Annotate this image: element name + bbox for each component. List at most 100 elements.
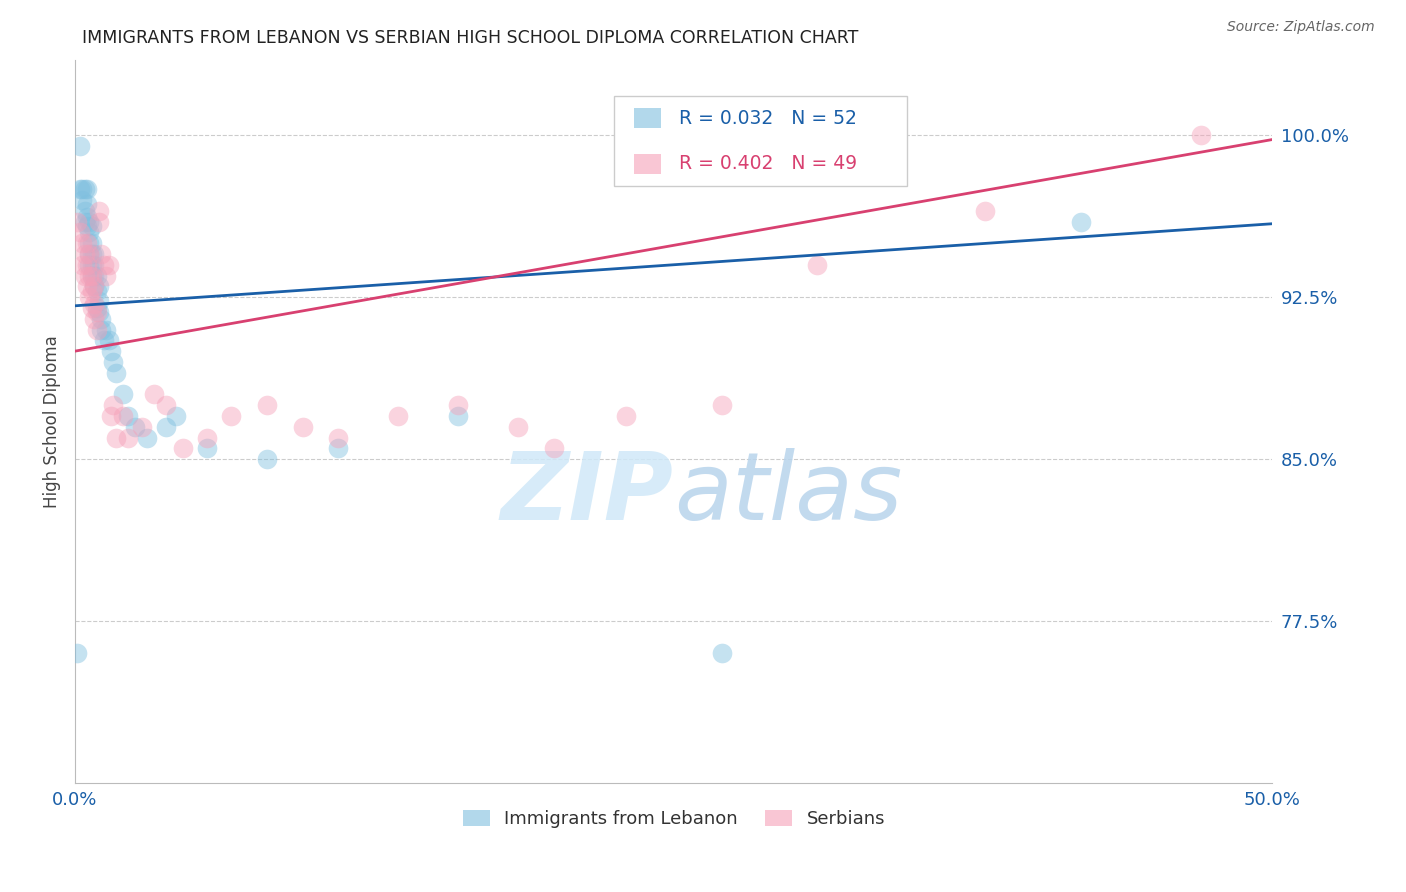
Point xyxy=(76,197,98,211)
Text: Source: ZipAtlas.com: Source: ZipAtlas.com xyxy=(1227,20,1375,34)
Point xyxy=(83,268,105,283)
Text: R = 0.032   N = 52: R = 0.032 N = 52 xyxy=(679,109,856,128)
Point xyxy=(447,398,470,412)
Point xyxy=(86,268,108,283)
Point xyxy=(86,301,108,315)
Point xyxy=(155,398,177,412)
Point xyxy=(710,647,733,661)
Point xyxy=(86,284,108,298)
Point xyxy=(79,258,101,272)
Bar xyxy=(634,108,661,128)
Point xyxy=(79,268,101,283)
Point xyxy=(974,203,997,218)
Point xyxy=(117,409,139,423)
Point xyxy=(76,236,98,251)
Point xyxy=(76,258,98,272)
Point xyxy=(79,247,101,261)
Point xyxy=(143,387,166,401)
Point xyxy=(73,247,96,261)
Point xyxy=(506,419,529,434)
Point xyxy=(86,305,108,319)
Point xyxy=(80,258,103,272)
Point xyxy=(73,214,96,228)
Point xyxy=(94,268,117,283)
Point xyxy=(291,419,314,434)
Point xyxy=(543,442,565,456)
Point xyxy=(80,219,103,233)
Point xyxy=(69,182,91,196)
Point xyxy=(87,294,110,309)
Point xyxy=(79,225,101,239)
Point xyxy=(93,258,115,272)
Point xyxy=(104,430,127,444)
Point xyxy=(69,139,91,153)
Point xyxy=(80,268,103,283)
Point xyxy=(155,419,177,434)
Point xyxy=(104,366,127,380)
Point xyxy=(710,398,733,412)
Point xyxy=(80,301,103,315)
Point xyxy=(117,430,139,444)
Point xyxy=(83,258,105,272)
Point xyxy=(447,409,470,423)
Point xyxy=(83,279,105,293)
Point xyxy=(256,452,278,467)
Point xyxy=(83,311,105,326)
Text: ZIP: ZIP xyxy=(501,448,673,540)
Point xyxy=(90,322,112,336)
Point xyxy=(97,258,120,272)
Point xyxy=(73,182,96,196)
Point xyxy=(76,182,98,196)
Point xyxy=(614,409,637,423)
Point xyxy=(195,442,218,456)
Point xyxy=(103,398,125,412)
Point xyxy=(87,214,110,228)
Point xyxy=(90,311,112,326)
Point xyxy=(83,279,105,293)
Point xyxy=(219,409,242,423)
Point xyxy=(100,344,122,359)
Point xyxy=(76,219,98,233)
Point xyxy=(70,258,93,272)
Point xyxy=(135,430,157,444)
Point xyxy=(70,182,93,196)
Point xyxy=(66,214,89,228)
Point xyxy=(90,247,112,261)
Point xyxy=(172,442,194,456)
Point xyxy=(195,430,218,444)
Point xyxy=(328,430,350,444)
Text: atlas: atlas xyxy=(673,448,903,539)
Point xyxy=(73,268,96,283)
Point xyxy=(76,211,98,225)
Text: R = 0.402   N = 49: R = 0.402 N = 49 xyxy=(679,154,856,173)
Point xyxy=(87,305,110,319)
Point xyxy=(73,203,96,218)
Text: IMMIGRANTS FROM LEBANON VS SERBIAN HIGH SCHOOL DIPLOMA CORRELATION CHART: IMMIGRANTS FROM LEBANON VS SERBIAN HIGH … xyxy=(82,29,858,46)
Point xyxy=(328,442,350,456)
Point xyxy=(256,398,278,412)
Point xyxy=(1070,214,1092,228)
Point xyxy=(79,290,101,304)
Point xyxy=(87,203,110,218)
Legend: Immigrants from Lebanon, Serbians: Immigrants from Lebanon, Serbians xyxy=(456,803,891,836)
Point xyxy=(79,214,101,228)
Point xyxy=(97,334,120,348)
Point xyxy=(103,355,125,369)
Point xyxy=(80,284,103,298)
Point xyxy=(87,279,110,293)
Bar xyxy=(634,153,661,174)
Point xyxy=(111,409,134,423)
Y-axis label: High School Diploma: High School Diploma xyxy=(44,335,60,508)
Point xyxy=(86,322,108,336)
Point xyxy=(1189,128,1212,143)
Point xyxy=(66,647,89,661)
Point xyxy=(70,236,93,251)
Point xyxy=(131,419,153,434)
Point xyxy=(100,409,122,423)
Point xyxy=(124,419,146,434)
Point xyxy=(80,247,103,261)
Point xyxy=(83,247,105,261)
Point xyxy=(79,236,101,251)
Point xyxy=(94,322,117,336)
Point xyxy=(76,279,98,293)
